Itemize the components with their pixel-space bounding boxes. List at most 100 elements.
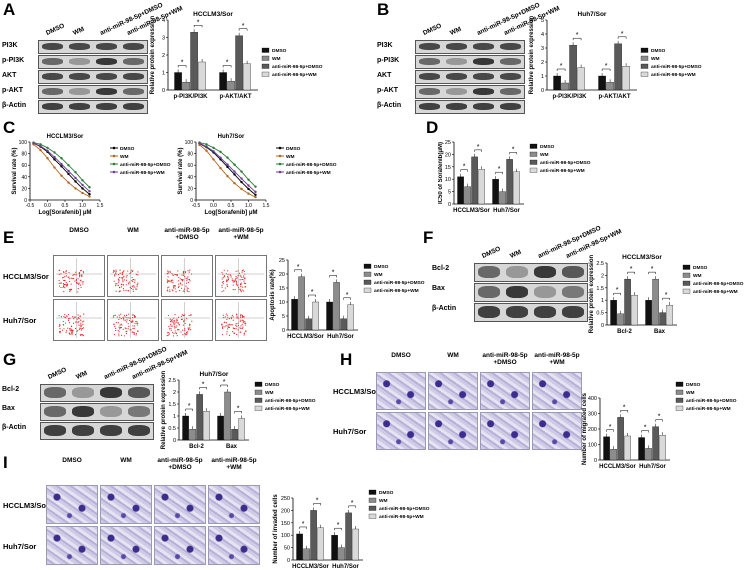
- x-tick-label: Bax: [654, 329, 666, 335]
- cell-dot: [63, 283, 66, 286]
- cell-dot: [222, 283, 224, 285]
- microscopy-image: [154, 485, 206, 524]
- cell-dot: [224, 316, 226, 318]
- bar: [614, 43, 622, 91]
- cell-dot: [122, 284, 125, 286]
- significance-star: *: [498, 166, 501, 173]
- cell-dot: [227, 274, 229, 276]
- blot-strip: [40, 422, 154, 440]
- data-point: [212, 146, 215, 149]
- column-label: WM: [447, 352, 459, 359]
- cell-dot: [186, 290, 188, 292]
- blot-band: [562, 266, 584, 278]
- significance-star: *: [623, 404, 626, 411]
- cell-dot: [62, 286, 64, 289]
- legend-swatch: [682, 272, 691, 278]
- bar: [645, 448, 652, 461]
- cell-dot: [177, 329, 179, 331]
- bar: [219, 72, 227, 91]
- cell-dot: [122, 328, 124, 330]
- cell-dot: [224, 287, 226, 289]
- x-tick-label: HCCLM3/Sor: [287, 334, 324, 340]
- legend-swatch: [675, 397, 684, 403]
- cell-dot: [65, 317, 67, 319]
- data-point: [60, 162, 63, 166]
- blot-band: [419, 73, 440, 80]
- cell-dot: [118, 331, 120, 333]
- cell-dot: [184, 333, 186, 335]
- cell-dot: [118, 326, 120, 328]
- cell-dot: [236, 277, 238, 279]
- cell-dot: [65, 283, 67, 286]
- cell-dot: [178, 324, 181, 326]
- bar: [345, 512, 352, 561]
- data-point: [46, 146, 49, 149]
- significance-bracket: [308, 294, 316, 297]
- bar: [235, 35, 243, 91]
- cell-dot: [226, 331, 228, 333]
- blot-band: [69, 103, 90, 110]
- blot-strip: [38, 40, 148, 54]
- legend-entry: WM: [540, 152, 549, 158]
- cell-dot: [190, 273, 193, 275]
- cell-dot: [119, 272, 121, 274]
- cell-dot: [170, 281, 172, 283]
- y-tick-label: 0: [173, 438, 176, 444]
- x-tick-label: 1.0: [245, 203, 252, 209]
- cell-dot: [128, 325, 130, 327]
- data-point: [81, 183, 84, 187]
- data-point: [39, 148, 42, 152]
- cell-dot: [227, 279, 229, 281]
- cell-dot: [64, 287, 66, 289]
- blot-band: [500, 43, 521, 50]
- cell-dot: [78, 324, 80, 326]
- cell-dot: [230, 316, 232, 318]
- legend-swatch: [682, 264, 691, 270]
- panel-label-c: C: [3, 118, 16, 137]
- y-tick-label: 25: [445, 140, 451, 146]
- bar: [666, 305, 673, 326]
- cell-dot: [132, 280, 134, 283]
- cell-dot: [242, 319, 244, 321]
- legend-entry: DMSO: [265, 382, 280, 388]
- cell-dot: [182, 271, 185, 273]
- data-point: [67, 172, 70, 176]
- cell-dot: [131, 276, 133, 279]
- cell-dot: [115, 285, 117, 287]
- y-tick-label: 1: [601, 298, 604, 304]
- cell-dot: [241, 276, 243, 278]
- cell-dot: [77, 291, 79, 293]
- microscopy-image: [100, 526, 152, 565]
- data-point: [32, 141, 35, 145]
- cell-dot: [243, 276, 245, 278]
- cell-dot: [174, 288, 176, 290]
- bar: [347, 304, 354, 331]
- cell-dot: [137, 282, 139, 284]
- western-blot-g: DMSO WM anti-miR-98-5p+DMSO anti-miR-98-5p+…: [0, 346, 189, 442]
- cell-dot: [231, 278, 233, 280]
- x-tick-label: 0.5: [62, 203, 69, 209]
- cell-dot: [243, 332, 246, 335]
- cell-dot: [235, 277, 237, 279]
- blot-strip: [415, 85, 525, 99]
- data-point: [233, 173, 236, 176]
- cell-dot: [118, 318, 120, 320]
- legend-entry: anti-miR-98-5p+DMSO: [374, 280, 425, 286]
- panel-label-i: I: [3, 453, 8, 472]
- legend-marker: [278, 146, 282, 150]
- blot-band: [42, 103, 63, 110]
- bar: [231, 429, 238, 441]
- cell-dot: [114, 275, 116, 277]
- bar: [326, 301, 333, 331]
- cell-dot: [63, 290, 65, 293]
- y-tick-label: 2.5: [168, 378, 176, 384]
- blot-row-label: p-PI3K: [377, 57, 400, 64]
- y-tick-label: 80: [187, 152, 193, 158]
- y-tick-label: 100: [281, 533, 290, 539]
- cell-dot: [170, 325, 172, 327]
- cell-dot: [181, 284, 183, 286]
- significance-star: *: [463, 164, 466, 171]
- cell-dot: [58, 325, 60, 327]
- legend-entry: anti-miR-98-5p+DMSO: [379, 506, 430, 512]
- cell-dot: [116, 283, 118, 285]
